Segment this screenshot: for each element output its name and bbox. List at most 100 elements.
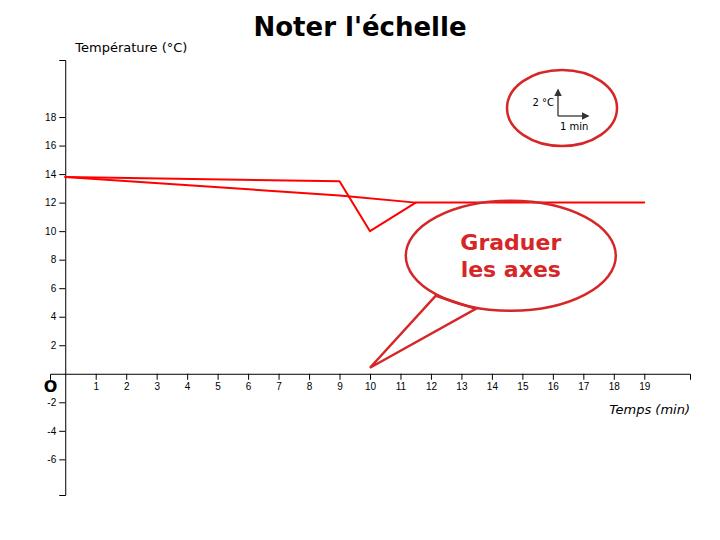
x-tick-label: 18 xyxy=(609,381,621,392)
y-tick-label: 14 xyxy=(45,169,57,180)
x-tick-mark xyxy=(400,374,401,380)
x-axis: 12345678910111213141516171819 xyxy=(51,374,691,392)
x-tick-mark xyxy=(309,374,310,380)
x-tick-mark xyxy=(583,374,584,380)
x-tick: 15 xyxy=(517,374,529,392)
x-tick: 10 xyxy=(365,374,377,392)
x-tick-mark xyxy=(157,374,158,380)
x-tick-mark xyxy=(370,374,371,380)
x-tick-label: 14 xyxy=(487,381,499,392)
y-tick-label: 6 xyxy=(51,283,57,294)
x-tick-label: 5 xyxy=(215,381,221,392)
x-tick-mark xyxy=(187,374,188,380)
x-tick-label: 15 xyxy=(517,381,529,392)
y-tick: 18 xyxy=(45,112,65,123)
x-tick-label: 12 xyxy=(426,381,438,392)
y-tick-mark xyxy=(59,345,65,346)
x-tick: 14 xyxy=(487,374,499,392)
series-line xyxy=(65,177,644,231)
x-axis-line xyxy=(51,374,691,380)
x-tick: 8 xyxy=(307,374,313,392)
bubble-outline xyxy=(406,201,616,311)
y-tick: 10 xyxy=(45,226,65,237)
x-tick-label: 6 xyxy=(246,381,252,392)
scale-inset: 2 °C 1 min xyxy=(507,70,617,146)
scale-arrow xyxy=(557,90,558,116)
x-tick-label: 3 xyxy=(154,381,160,392)
x-tick: 12 xyxy=(426,374,438,392)
y-tick-mark xyxy=(59,203,65,204)
x-tick-mark xyxy=(218,374,219,380)
y-tick-label: -4 xyxy=(47,426,56,437)
x-tick-label: 13 xyxy=(456,381,468,392)
bubble-text: Graduerles axes xyxy=(460,230,561,281)
plot: 12345678910111213141516171819-6-4-224681… xyxy=(44,40,691,496)
x-tick: 16 xyxy=(548,374,560,392)
x-tick-mark xyxy=(431,374,432,380)
x-tick-label: 4 xyxy=(185,381,191,392)
y-tick: 6 xyxy=(51,283,66,294)
y-tick: 14 xyxy=(45,169,65,180)
y-tick: 16 xyxy=(45,140,65,151)
series-line xyxy=(65,177,415,203)
x-tick-mark xyxy=(126,374,127,380)
x-tick: 6 xyxy=(246,374,252,392)
x-tick: 2 xyxy=(124,374,130,392)
scale-label: 1 min xyxy=(560,121,588,132)
x-tick-label: 11 xyxy=(396,381,407,392)
y-tick-mark xyxy=(59,260,65,261)
y-tick-mark xyxy=(59,288,65,289)
origin-label: O xyxy=(44,377,58,396)
y-tick-mark xyxy=(59,459,65,460)
x-tick-label: 9 xyxy=(337,381,343,392)
x-tick-mark xyxy=(492,374,493,380)
x-tick-label: 10 xyxy=(365,381,377,392)
x-tick: 4 xyxy=(185,374,191,392)
x-tick: 9 xyxy=(337,374,343,392)
x-tick-mark xyxy=(644,374,645,380)
x-tick: 19 xyxy=(639,374,651,392)
y-tick-mark xyxy=(59,431,65,432)
x-tick: 13 xyxy=(456,374,468,392)
y-tick: -2 xyxy=(47,397,65,408)
chart: Noter l'échelle1234567891011121314151617… xyxy=(0,0,720,540)
x-tick-mark xyxy=(340,374,341,380)
x-tick-label: 1 xyxy=(93,381,99,392)
y-tick-mark xyxy=(59,402,65,403)
bubble-tail xyxy=(370,296,476,368)
x-tick: 17 xyxy=(578,374,590,392)
y-tick-label: 8 xyxy=(51,254,57,265)
y-axis-title: Température (°C) xyxy=(74,40,187,55)
y-tick: 8 xyxy=(51,254,66,265)
y-tick-mark xyxy=(59,174,65,175)
x-tick-label: 8 xyxy=(307,381,313,392)
y-tick: -6 xyxy=(47,454,65,465)
x-tick: 3 xyxy=(154,374,160,392)
y-axis-line xyxy=(59,61,66,496)
scale-label: 2 °C xyxy=(532,97,554,108)
y-tick: 4 xyxy=(51,311,66,322)
x-tick: 7 xyxy=(276,374,282,392)
x-tick-mark xyxy=(553,374,554,380)
lines xyxy=(65,177,644,231)
y-tick-label: 16 xyxy=(45,140,57,151)
y-tick-mark xyxy=(59,117,65,118)
y-tick-label: 12 xyxy=(45,197,57,208)
bubble: Graduerles axes xyxy=(370,201,616,368)
x-tick-label: 16 xyxy=(548,381,560,392)
x-tick-mark xyxy=(279,374,280,380)
y-tick-label: 10 xyxy=(45,226,57,237)
y-tick-mark xyxy=(59,146,65,147)
y-tick-label: 4 xyxy=(51,311,57,322)
x-tick-mark xyxy=(96,374,97,380)
x-tick: 18 xyxy=(609,374,621,392)
y-tick: 12 xyxy=(45,197,65,208)
scale-circle xyxy=(507,70,617,146)
title: Noter l'échelle xyxy=(253,12,466,42)
x-tick-label: 2 xyxy=(124,381,130,392)
x-tick: 1 xyxy=(93,374,99,392)
scale-arrow xyxy=(558,115,588,116)
x-tick-label: 19 xyxy=(639,381,651,392)
x-tick-label: 17 xyxy=(578,381,590,392)
y-tick-label: 2 xyxy=(51,340,57,351)
